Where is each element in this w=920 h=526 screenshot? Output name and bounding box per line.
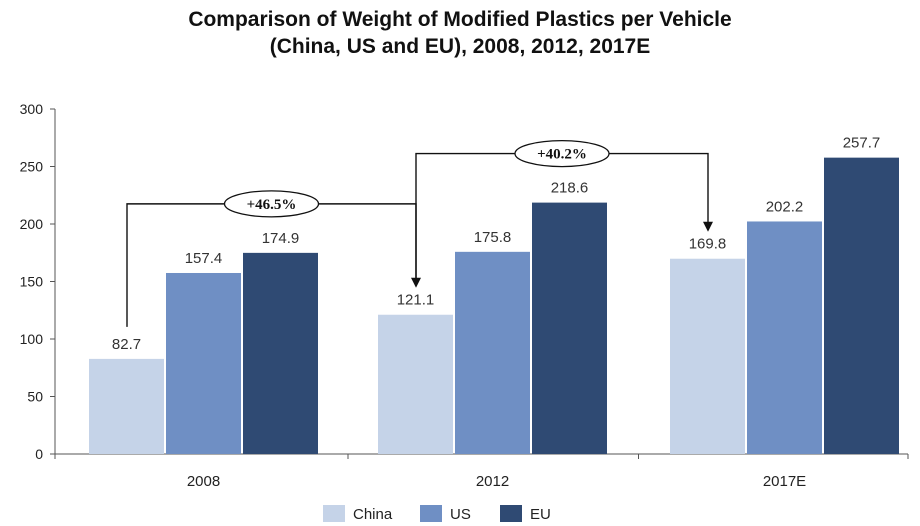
growth-label-0: +46.5% bbox=[247, 197, 297, 213]
bar-china-2008 bbox=[89, 358, 164, 454]
data-label-us-2017E: 202.2 bbox=[766, 198, 804, 215]
data-label-china-2012: 121.1 bbox=[397, 292, 435, 309]
y-tick-label-0: 0 bbox=[35, 446, 43, 462]
bar-us-2008 bbox=[166, 272, 241, 454]
y-tick-label-50: 50 bbox=[27, 389, 43, 405]
data-label-us-2012: 175.8 bbox=[474, 229, 512, 246]
bar-us-2012 bbox=[455, 251, 530, 454]
legend: China US EU bbox=[323, 505, 551, 523]
data-label-eu-2017E: 257.7 bbox=[843, 135, 881, 152]
chart-title: Comparison of Weight of Modified Plastic… bbox=[0, 6, 920, 60]
x-tick-label-2012: 2012 bbox=[476, 473, 509, 490]
growth-badge-1 bbox=[514, 139, 610, 168]
data-label-eu-2008: 174.9 bbox=[262, 230, 300, 247]
annotations: +46.5% +40.2% bbox=[126, 139, 713, 327]
legend-label-eu: EU bbox=[530, 506, 551, 523]
data-label-us-2008: 157.4 bbox=[185, 250, 223, 267]
legend-swatch-china bbox=[323, 505, 345, 522]
bar-china-2012 bbox=[378, 314, 453, 454]
bars bbox=[89, 157, 899, 454]
y-tick-label-150: 150 bbox=[20, 274, 44, 290]
data-label-eu-2012: 218.6 bbox=[551, 180, 589, 197]
growth-badge-0 bbox=[223, 190, 320, 218]
legend-label-china: China bbox=[353, 506, 393, 523]
y-tick-label-250: 250 bbox=[20, 159, 44, 175]
y-tick-label-100: 100 bbox=[20, 331, 44, 347]
data-label-china-2008: 82.7 bbox=[112, 336, 141, 353]
chart-title-line-1: Comparison of Weight of Modified Plastic… bbox=[188, 8, 732, 31]
data-labels: 82.7 157.4 174.9 121.1 175.8 218.6 169.8 202.2 2… bbox=[112, 135, 880, 353]
legend-swatch-us bbox=[420, 505, 442, 522]
x-tick-label-2017E: 2017E bbox=[763, 473, 806, 490]
data-label-china-2017E: 169.8 bbox=[689, 236, 727, 253]
x-tick-label-2008: 2008 bbox=[187, 473, 220, 490]
legend-label-us: US bbox=[450, 506, 471, 523]
bar-eu-2012 bbox=[532, 202, 607, 454]
legend-swatch-eu bbox=[500, 505, 522, 522]
chart-title-line-2: (China, US and EU), 2008, 2012, 2017E bbox=[269, 35, 651, 58]
bar-us-2017E bbox=[747, 221, 822, 454]
bar-china-2017E bbox=[670, 258, 745, 454]
y-tick-label-300: 300 bbox=[20, 101, 44, 117]
growth-label-1: +40.2% bbox=[537, 147, 587, 163]
y-tick-label-200: 200 bbox=[20, 216, 44, 232]
bar-eu-2008 bbox=[243, 252, 318, 454]
bar-eu-2017E bbox=[824, 157, 899, 454]
